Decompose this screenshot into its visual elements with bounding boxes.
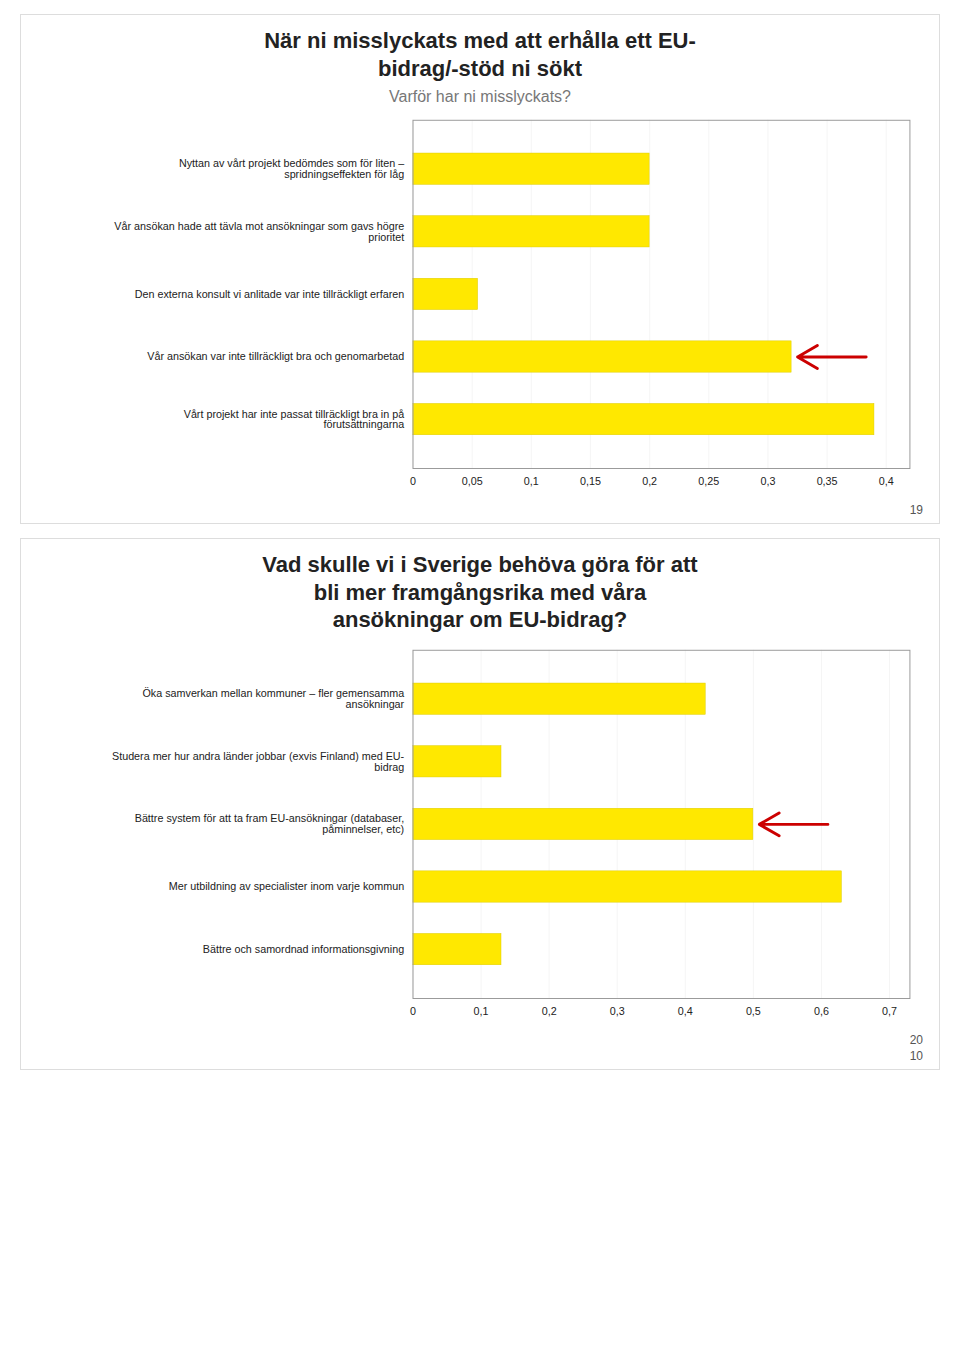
svg-text:Öka samverkan mellan kommuner: Öka samverkan mellan kommuner – fler gem…	[143, 687, 405, 710]
svg-text:0,05: 0,05	[462, 475, 483, 487]
svg-text:0,6: 0,6	[814, 1005, 829, 1017]
svg-text:0,25: 0,25	[698, 475, 719, 487]
svg-text:0,1: 0,1	[474, 1005, 489, 1017]
svg-text:0,1: 0,1	[524, 475, 539, 487]
svg-text:0,4: 0,4	[678, 1005, 693, 1017]
svg-text:0,15: 0,15	[580, 475, 601, 487]
svg-text:Studera mer hur andra länder j: Studera mer hur andra länder jobbar (exv…	[112, 750, 405, 773]
svg-text:0,5: 0,5	[746, 1005, 761, 1017]
svg-text:Vår ansökan hade att tävla mot: Vår ansökan hade att tävla mot ansökning…	[114, 220, 404, 243]
svg-text:Bättre system för att ta fram: Bättre system för att ta fram EU-ansökni…	[135, 812, 404, 835]
svg-text:0,35: 0,35	[817, 475, 838, 487]
svg-text:0,4: 0,4	[879, 475, 894, 487]
svg-text:Vår ansökan var inte tillräckl: Vår ansökan var inte tillräckligt bra oc…	[147, 350, 404, 362]
svg-text:Bättre och samordnad informati: Bättre och samordnad informationsgivning	[203, 943, 404, 955]
svg-text:Nyttan av vårt projekt bedömde: Nyttan av vårt projekt bedömdes som för …	[179, 157, 404, 180]
svg-text:0,3: 0,3	[610, 1005, 625, 1017]
svg-text:Den externa konsult vi anlitad: Den externa konsult vi anlitade var inte…	[135, 288, 405, 300]
svg-text:0,3: 0,3	[760, 475, 775, 487]
svg-text:0,2: 0,2	[542, 1005, 557, 1017]
html-text:20: 20	[909, 1033, 923, 1048]
html-text:19: 19	[909, 503, 923, 518]
svg-text:Mer utbildning av specialister: Mer utbildning av specialister inom varj…	[169, 880, 404, 892]
svg-text:0: 0	[410, 1005, 416, 1017]
html-text:10: 10	[909, 1049, 923, 1064]
svg-text:Vårt projekt har inte passat t: Vårt projekt har inte passat tillräcklig…	[184, 408, 405, 431]
svg-text:0,7: 0,7	[882, 1005, 897, 1017]
svg-text:0: 0	[410, 475, 416, 487]
html-text:Varför har ni misslyckats?: Varför har ni misslyckats?	[389, 88, 571, 105]
html-text:När ni misslyckats med att erh: När ni misslyckats med att erhålla ett E…	[264, 28, 696, 81]
html-text:Vad skulle vi i Sverige behöva: Vad skulle vi i Sverige behöva göra för …	[262, 552, 698, 633]
svg-text:0,2: 0,2	[642, 475, 657, 487]
